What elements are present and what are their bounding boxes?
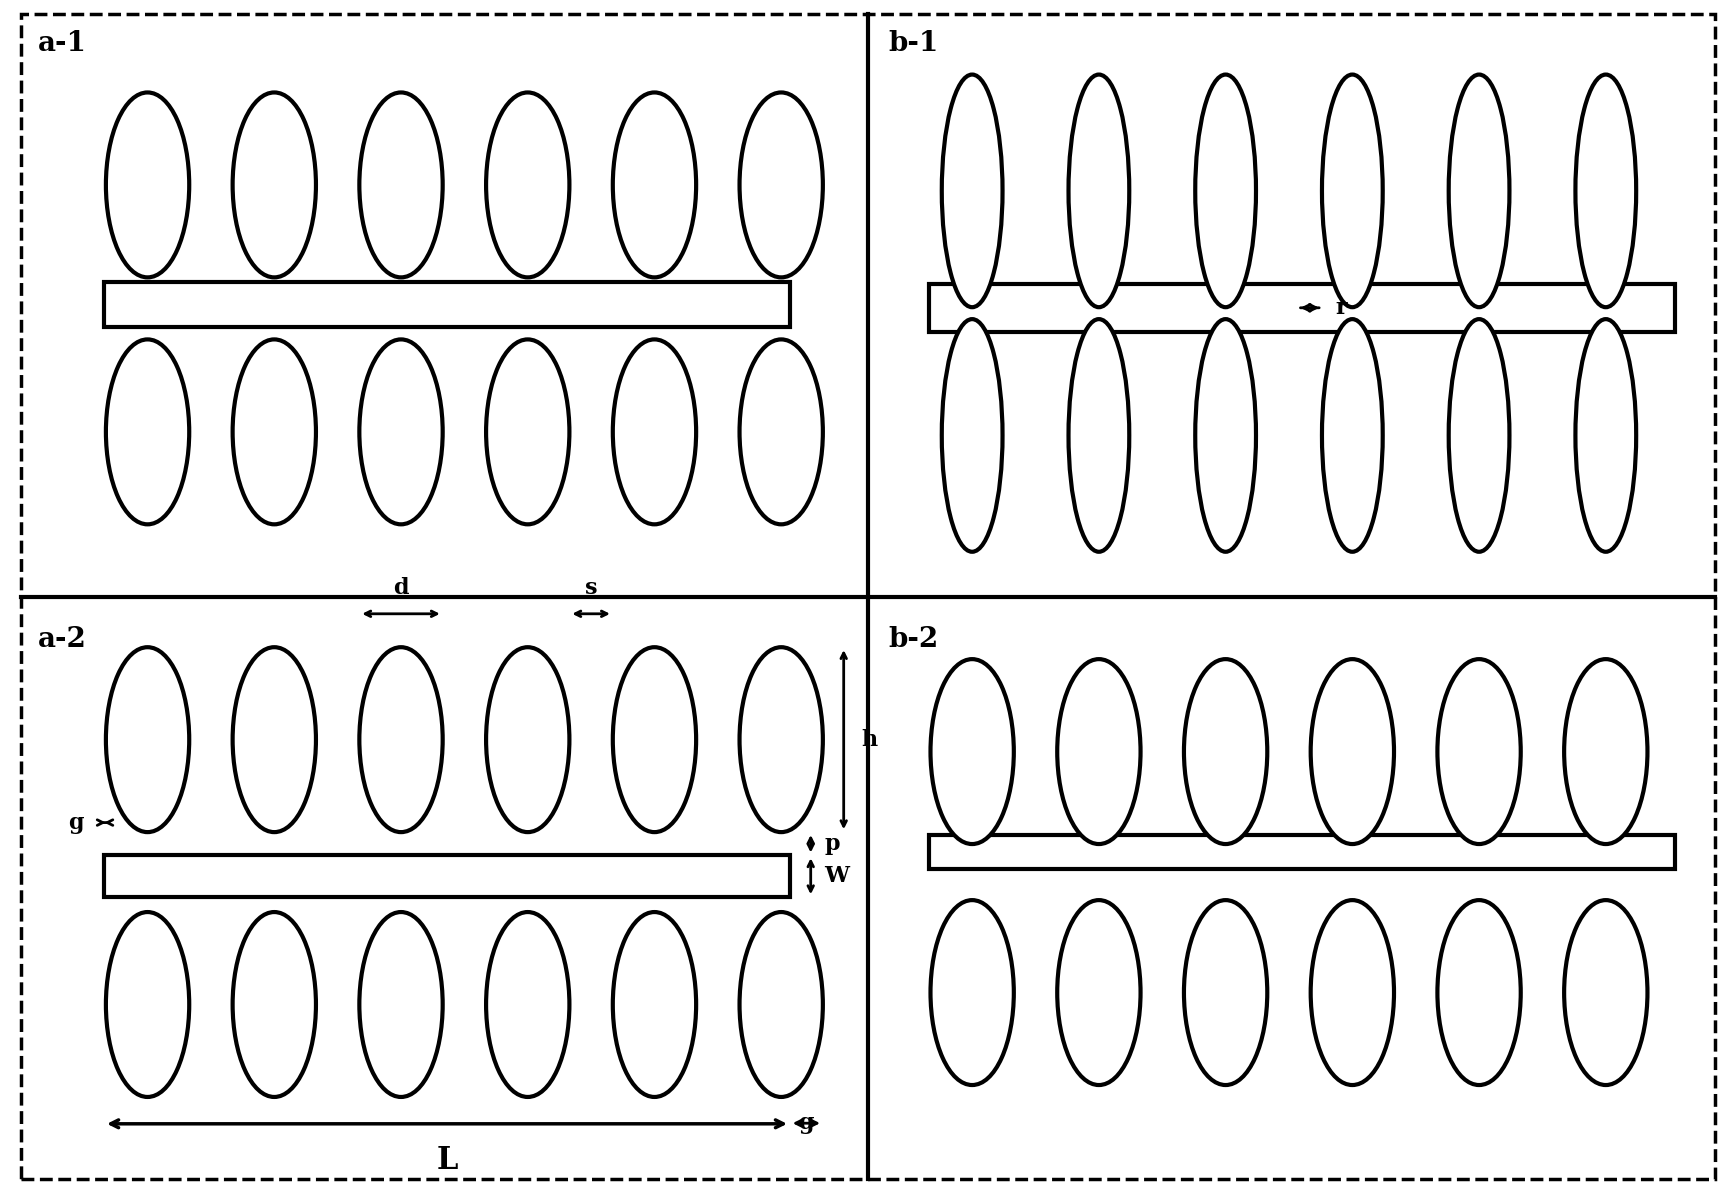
Ellipse shape (106, 339, 189, 525)
Ellipse shape (486, 339, 569, 525)
Text: b-1: b-1 (889, 30, 939, 57)
Ellipse shape (930, 900, 1014, 1086)
Ellipse shape (106, 93, 189, 278)
Ellipse shape (359, 339, 443, 525)
Text: a-1: a-1 (38, 30, 87, 57)
Ellipse shape (233, 93, 316, 278)
Text: d: d (394, 577, 408, 599)
Ellipse shape (233, 647, 316, 833)
Ellipse shape (1184, 900, 1267, 1086)
Bar (929, 835, 1675, 869)
Ellipse shape (359, 93, 443, 278)
Ellipse shape (1448, 319, 1510, 551)
Ellipse shape (1068, 319, 1128, 551)
Bar (104, 282, 790, 327)
Text: g: g (68, 811, 83, 834)
Text: g: g (799, 1112, 814, 1135)
Ellipse shape (1057, 659, 1141, 845)
Bar (104, 855, 790, 897)
Ellipse shape (740, 339, 823, 525)
Ellipse shape (1564, 900, 1647, 1086)
Ellipse shape (1437, 900, 1521, 1086)
Ellipse shape (486, 911, 569, 1098)
Text: W: W (825, 865, 849, 888)
Ellipse shape (1448, 74, 1510, 308)
Ellipse shape (943, 319, 1003, 551)
Text: h: h (861, 729, 877, 750)
Ellipse shape (1323, 74, 1384, 308)
Ellipse shape (233, 911, 316, 1098)
Ellipse shape (1196, 74, 1257, 308)
Ellipse shape (106, 647, 189, 833)
Ellipse shape (740, 93, 823, 278)
Ellipse shape (740, 647, 823, 833)
Ellipse shape (1323, 319, 1384, 551)
Ellipse shape (1068, 74, 1128, 308)
Text: a-2: a-2 (38, 626, 87, 654)
Text: r: r (1337, 297, 1347, 319)
Ellipse shape (359, 911, 443, 1098)
Text: L: L (436, 1145, 458, 1176)
Ellipse shape (943, 74, 1003, 308)
Ellipse shape (1311, 659, 1394, 845)
Ellipse shape (1576, 74, 1637, 308)
Ellipse shape (740, 911, 823, 1098)
Ellipse shape (1576, 319, 1637, 551)
Text: s: s (585, 577, 597, 599)
Bar (929, 284, 1675, 332)
Ellipse shape (1564, 659, 1647, 845)
Ellipse shape (613, 647, 696, 833)
Ellipse shape (930, 659, 1014, 845)
Ellipse shape (486, 647, 569, 833)
Ellipse shape (613, 339, 696, 525)
Ellipse shape (1311, 900, 1394, 1086)
Ellipse shape (613, 911, 696, 1098)
Text: b-2: b-2 (889, 626, 939, 654)
Ellipse shape (106, 911, 189, 1098)
Ellipse shape (233, 339, 316, 525)
Text: p: p (825, 833, 840, 854)
Ellipse shape (613, 93, 696, 278)
Ellipse shape (1196, 319, 1257, 551)
Ellipse shape (1057, 900, 1141, 1086)
Ellipse shape (1184, 659, 1267, 845)
Ellipse shape (486, 93, 569, 278)
Ellipse shape (359, 647, 443, 833)
Ellipse shape (1437, 659, 1521, 845)
